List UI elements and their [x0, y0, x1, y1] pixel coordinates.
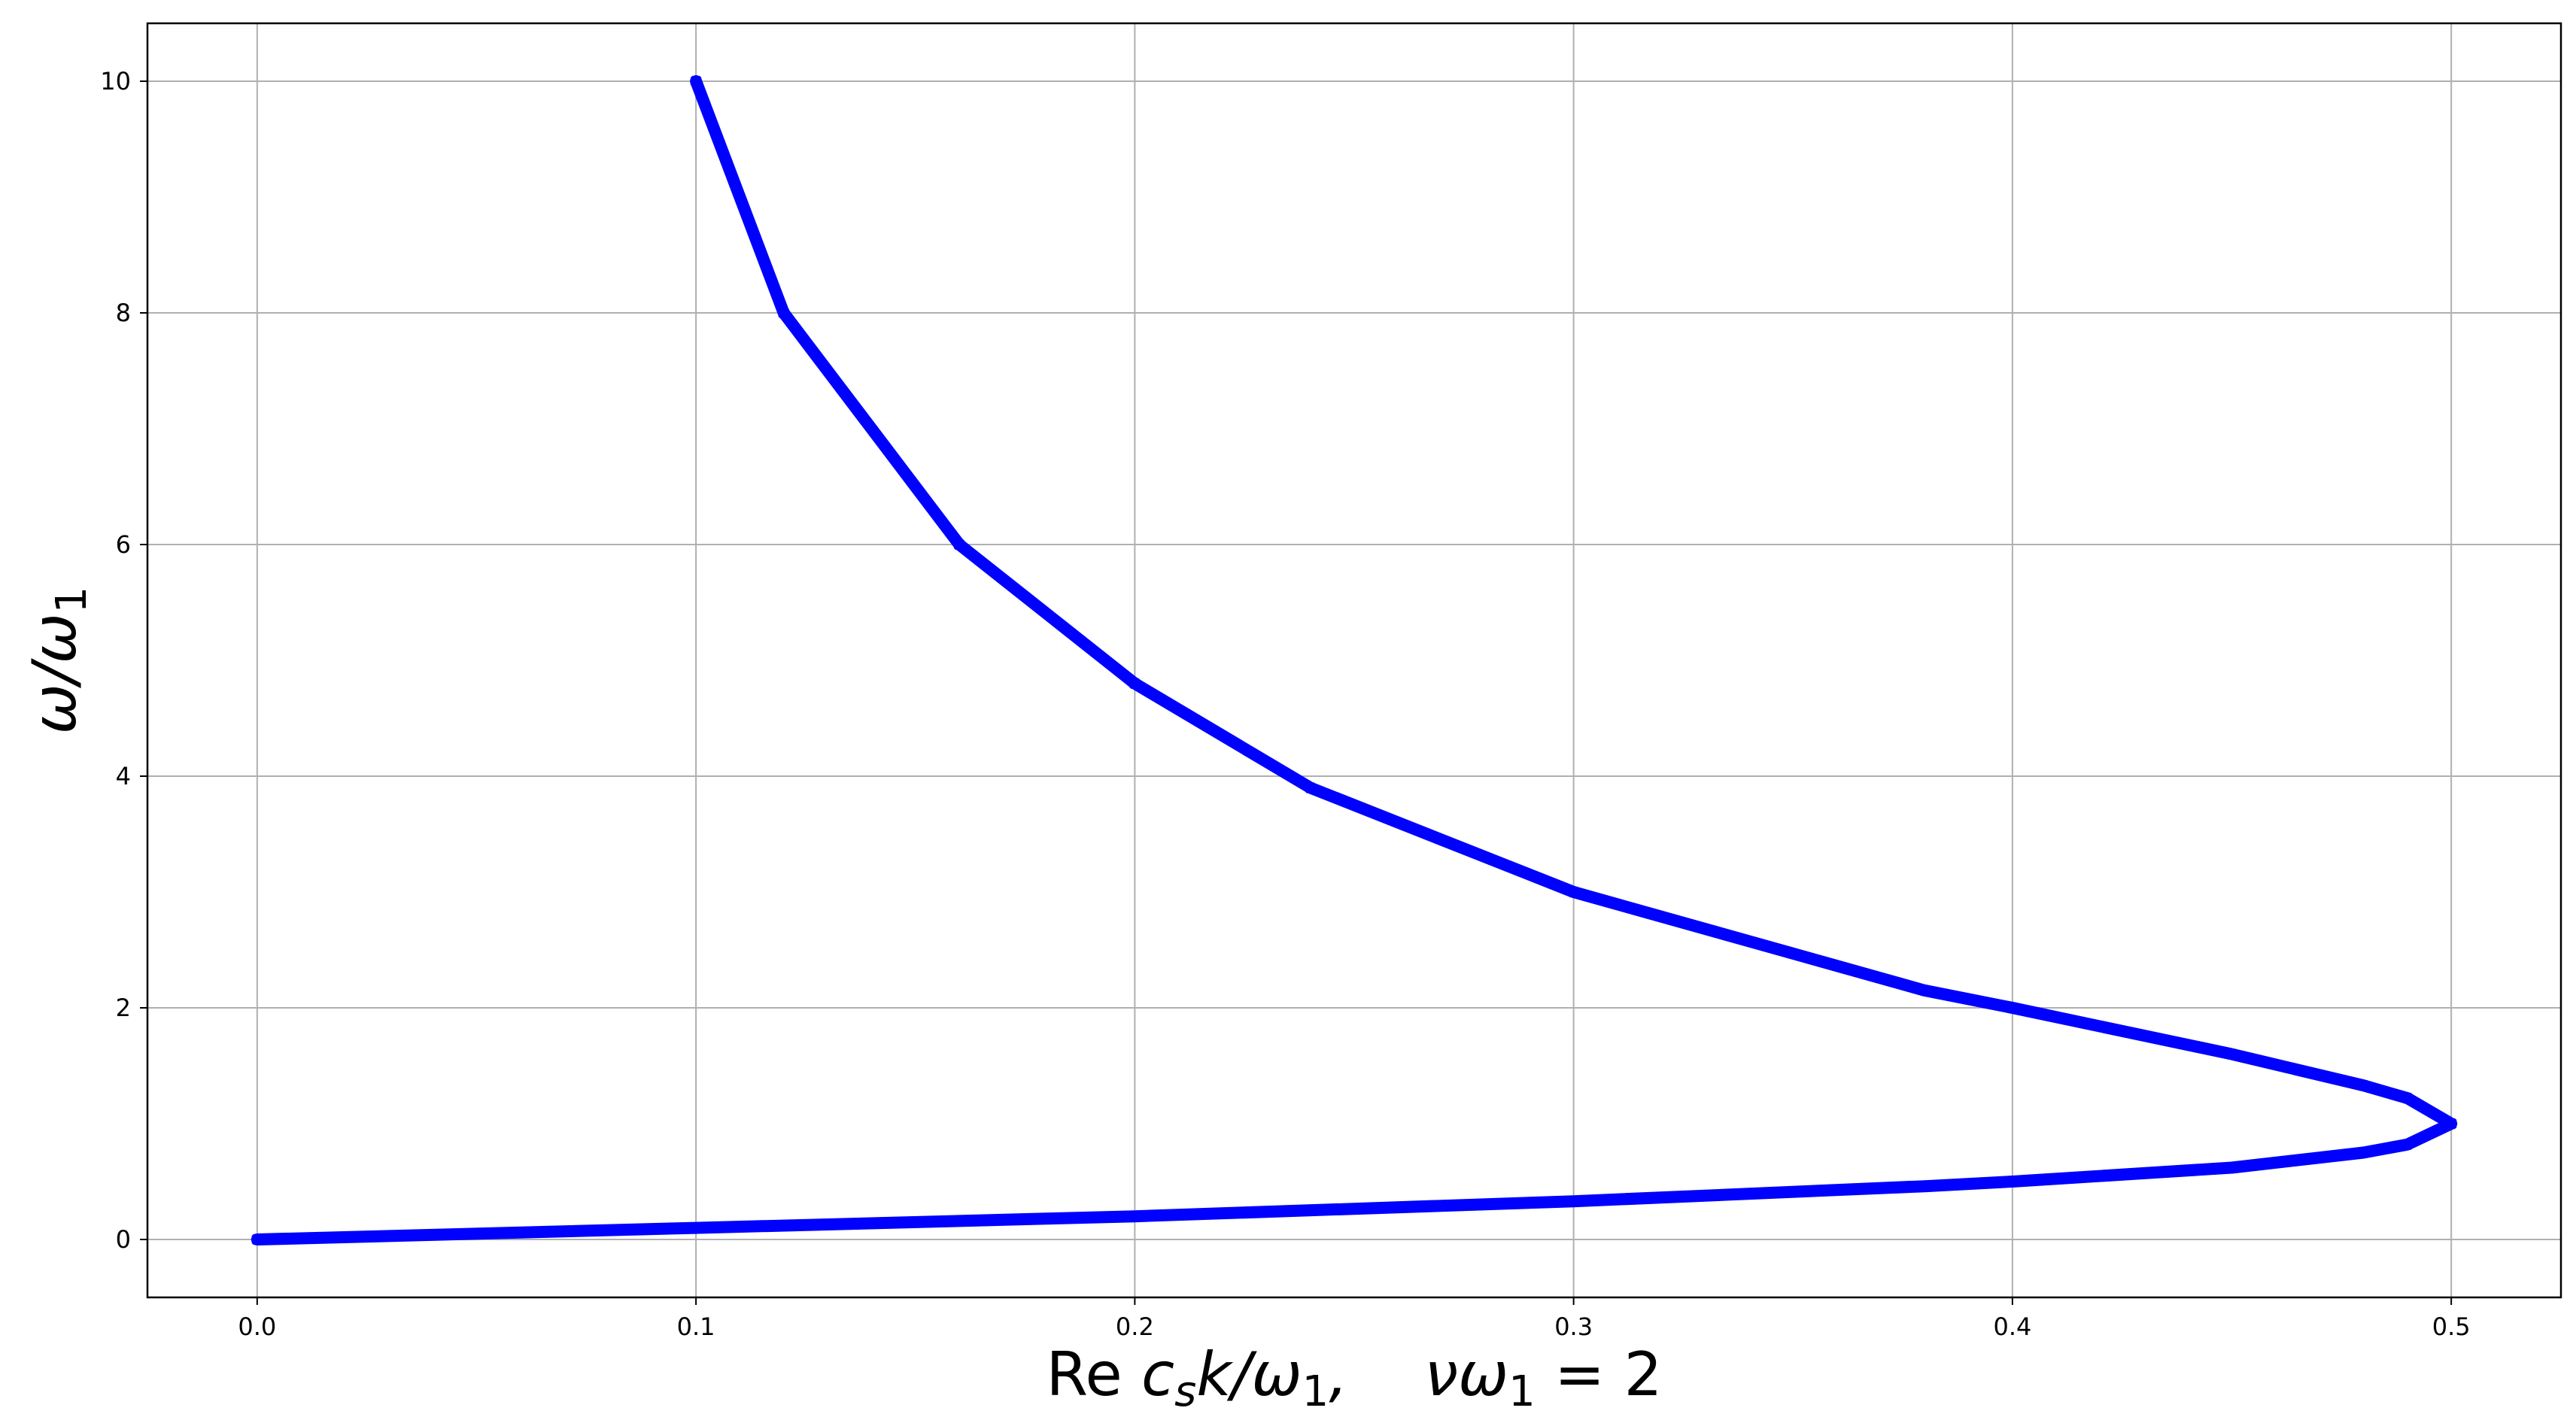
y-axis-label: ω/ω1 — [20, 587, 96, 735]
data-point — [1568, 886, 1580, 898]
data-point — [2445, 1118, 2457, 1130]
data-point — [2358, 1079, 2369, 1091]
x-tick-label: 0.2 — [1116, 1312, 1154, 1341]
y-tick-label: 2 — [116, 994, 131, 1022]
x-label-sub-1a: 1 — [1302, 1367, 1329, 1416]
x-tick-label: 0.1 — [677, 1312, 715, 1341]
x-label-re: Re — [1046, 1340, 1142, 1409]
data-point — [251, 1233, 263, 1245]
plot-background — [147, 23, 2561, 1297]
data-point — [1129, 678, 1141, 690]
series-layer — [251, 75, 2458, 1245]
x-grid — [256, 23, 2453, 1297]
y-tick-label: 8 — [116, 299, 131, 327]
y-grid — [147, 80, 2561, 1240]
data-point — [2226, 1162, 2237, 1173]
data-point — [2006, 1176, 2019, 1188]
y-tick-label: 4 — [116, 762, 131, 790]
x-tick-label: 0.3 — [1554, 1312, 1593, 1341]
data-point — [1129, 1210, 1141, 1222]
x-label-s: s — [1174, 1367, 1196, 1416]
data-point — [2401, 1092, 2413, 1104]
x-axis-ticks: 0.0 0.1 0.2 0.3 0.4 0.5 — [238, 1297, 2471, 1341]
x-label-equals: = 2 — [1536, 1340, 1663, 1409]
x-label-c: c — [1141, 1340, 1174, 1409]
x-tick-label: 0.0 — [238, 1312, 276, 1341]
x-tick-label: 0.5 — [2432, 1312, 2471, 1341]
plot-frame — [146, 22, 2562, 1299]
data-point — [778, 307, 790, 319]
data-point — [1568, 1195, 1580, 1207]
series-line — [251, 75, 2458, 1245]
y-tick-label: 6 — [116, 530, 131, 559]
data-point — [1041, 1212, 1053, 1224]
data-point — [2226, 1048, 2237, 1060]
y-tick-label: 10 — [100, 67, 131, 96]
x-tick-label: 0.4 — [1993, 1312, 2031, 1341]
x-label-k-over-omega: k/ω — [1196, 1340, 1302, 1409]
x-label-sub-1b: 1 — [1508, 1367, 1536, 1416]
data-point — [1305, 781, 1317, 793]
x-label-nu-omega: , νω — [1329, 1340, 1508, 1409]
data-point — [2401, 1139, 2413, 1151]
y-label-main: ω/ω — [20, 613, 90, 734]
data-point — [2358, 1147, 2369, 1158]
data-point — [953, 539, 965, 551]
y-tick-label: 0 — [116, 1225, 131, 1254]
x-axis-label: Re csk/ω1, νω1 = 2 — [1046, 1340, 1663, 1416]
data-point — [690, 1222, 702, 1234]
y-label-sub: 1 — [47, 587, 96, 614]
data-point — [2006, 1002, 2019, 1014]
data-point — [1918, 1180, 1930, 1192]
y-axis-ticks: 0 2 4 6 8 10 — [100, 67, 147, 1254]
data-point — [1918, 985, 1930, 997]
data-point — [690, 75, 702, 87]
